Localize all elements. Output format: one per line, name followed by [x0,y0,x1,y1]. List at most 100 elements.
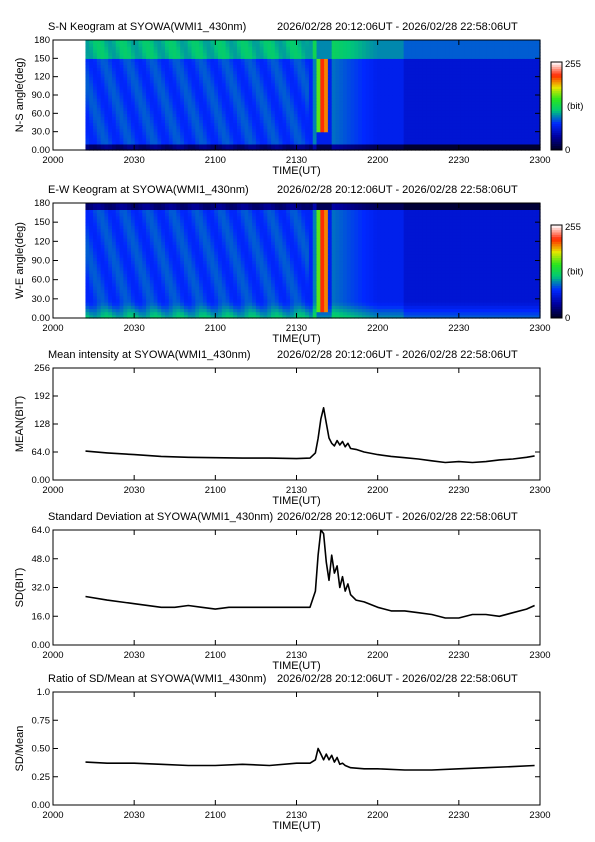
keogram-cell [490,95,496,99]
keogram-cell [490,131,496,136]
keogram-cell [244,146,249,151]
keogram-cell [430,95,435,99]
keogram-cell [149,88,155,93]
keogram-cell [365,131,371,136]
keogram-cell [361,110,367,114]
keogram-cell [142,49,147,53]
keogram-cell [229,119,234,124]
keogram-cell [206,55,212,59]
keogram-cell [486,82,492,87]
keogram-cell [308,40,314,44]
keogram-cell [165,302,170,306]
keogram-cell [305,107,310,111]
keogram-cell [339,49,344,53]
keogram-cell [358,314,363,319]
keogram-cell [146,85,151,90]
keogram-cell [221,40,227,44]
keogram-cell [392,70,397,75]
keogram-cell [418,52,424,56]
keogram-cell [278,128,284,133]
keogram-cell [346,113,352,117]
keogram-cell [358,125,363,130]
keogram-cell [244,125,249,130]
keogram-cell [108,119,113,124]
keogram-cell [259,143,265,148]
keogram-cell [498,58,503,62]
keogram-cell [252,58,257,62]
keogram-cell [316,73,321,78]
keogram-cell [191,98,196,102]
keogram-cell [290,107,295,111]
keogram-cell [274,95,280,99]
keogram-cell [449,116,454,121]
keogram-cell [377,137,382,142]
keogram-cell [274,43,280,47]
keogram-cell [157,91,162,96]
keogram-cell [517,134,522,139]
keogram-cell [456,137,462,142]
keogram-cell [259,146,265,151]
keogram-cell [259,61,265,66]
keogram-cell [252,308,257,313]
keogram-cell [471,131,477,136]
keogram-cell [244,128,249,133]
keogram-cell [161,79,166,84]
keogram-cell [183,61,189,66]
keogram-cell [350,67,355,72]
keogram-cell [449,52,454,56]
keogram-cell [346,308,352,313]
keogram-cell [422,55,427,59]
keogram-cell [165,64,170,69]
keogram-cell [108,95,113,99]
keogram-cell [415,311,420,316]
keogram-cell [373,311,378,316]
keogram-cell [528,143,534,148]
keogram-cell [199,104,204,108]
keogram-cell [517,107,522,111]
keogram-cell [271,55,276,59]
keogram-cell [426,95,431,99]
keogram-cell [396,311,401,316]
keogram-cell [96,98,102,102]
keogram-cell [403,314,409,319]
keogram-cell [384,137,390,142]
keogram-cell [498,79,503,84]
keogram-cell [456,67,462,72]
keogram-cell [267,128,272,133]
keogram-cell [282,311,287,316]
keogram-cell [471,116,477,121]
keogram-cell [236,70,242,75]
keogram-cell [350,49,355,53]
keogram-cell [252,64,257,69]
keogram-cell [327,61,333,66]
keogram-cell [339,76,344,81]
keogram-cell [130,131,136,136]
keogram-cell [236,67,242,72]
colorbar-frame [550,61,563,151]
keogram-cell [93,305,98,310]
keogram-cell [486,61,492,66]
keogram-cell [399,146,405,151]
keogram-cell [218,302,223,306]
keogram-cell [411,116,416,121]
keogram-cell [297,79,302,84]
keogram-cell [165,134,170,139]
keogram-cell [218,128,223,133]
keogram-cell [134,128,140,133]
keogram-cell [324,104,329,108]
keogram-cell [274,58,280,62]
colorbar-step [551,64,562,67]
keogram-cell [327,98,333,102]
keogram-cell [324,40,329,44]
keogram-cell [130,49,136,53]
keogram-cell [365,116,371,121]
keogram-cell [312,67,318,72]
keogram-cell [346,146,352,151]
keogram-cell [305,73,310,78]
keogram-cell [187,104,193,108]
keogram-cell [127,67,132,72]
keogram-cell [433,91,439,96]
keogram-cell [513,40,518,44]
keogram-cell [441,76,446,81]
keogram-cell [218,113,223,117]
